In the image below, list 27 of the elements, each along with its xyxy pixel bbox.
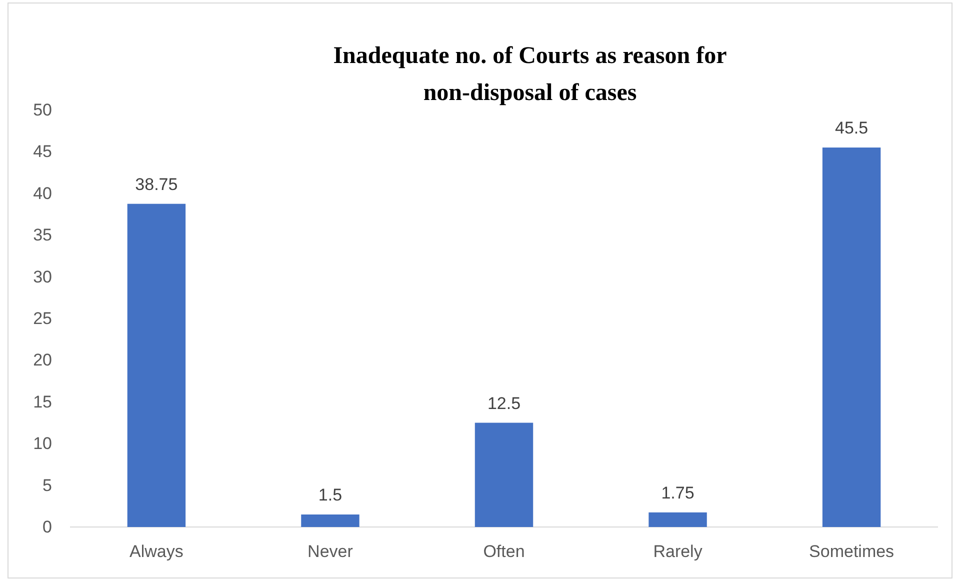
bar: [127, 204, 186, 527]
y-tick-label: 5: [42, 476, 52, 495]
data-label: 45.5: [835, 118, 868, 138]
bar: [648, 512, 707, 527]
data-label: 12.5: [487, 394, 521, 413]
y-tick-label: 30: [33, 267, 52, 286]
y-tick-label: 10: [33, 434, 52, 454]
bar: [474, 422, 534, 527]
data-label: 1.75: [661, 483, 694, 502]
y-tick-label: 45: [33, 142, 52, 162]
x-tick-label: Never: [308, 542, 354, 562]
x-tick-label: Sometimes: [809, 542, 894, 562]
y-tick-label: 40: [33, 184, 52, 203]
y-tick-label: 15: [33, 392, 52, 412]
data-label: 1.5: [318, 485, 342, 504]
y-tick-label: 0: [42, 517, 52, 536]
y-tick-label: 50: [33, 100, 52, 120]
y-tick-label: 20: [33, 350, 52, 370]
y-tick-label: 35: [33, 226, 52, 245]
x-tick-label: Rarely: [653, 542, 703, 562]
y-tick-label: 25: [33, 308, 52, 328]
data-label: 38.75: [135, 174, 178, 194]
x-tick-label: Always: [130, 542, 184, 562]
chart-title: Inadequate no. of Courts as reason for non-disposal of cases: [333, 43, 728, 106]
bar: [301, 514, 360, 527]
x-tick-label: Often: [483, 542, 525, 562]
bar: [822, 148, 881, 527]
